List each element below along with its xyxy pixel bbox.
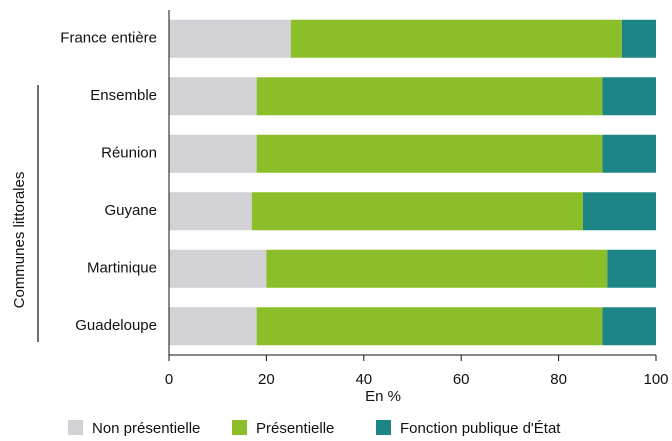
y-tick-label: Ensemble [90,87,157,104]
bar-segment [256,134,603,173]
bar-segment [169,307,257,346]
bar-segment [251,192,583,231]
bar-segment [256,307,603,346]
bar-segment [266,249,608,288]
x-tick-label: 40 [355,371,372,388]
bar-segment [169,77,257,116]
y-tick-label: Martinique [87,260,157,277]
x-tick-label: 80 [550,371,567,388]
legend-label: Fonction publique d'État [400,420,561,437]
bar-segment [169,19,291,58]
bar-segment [602,77,656,116]
legend-swatch [232,420,247,435]
x-tick-label: 60 [453,371,470,388]
legend-swatch [68,420,83,435]
y-tick-label: Guadeloupe [75,317,157,334]
bar-segment [290,19,622,58]
y-tick-label: Réunion [101,145,157,162]
bar-segment [602,307,656,346]
x-tick-label: 20 [258,371,275,388]
x-tick-label: 0 [165,371,173,388]
bar-segment [169,134,257,173]
y-tick-label: France entière [60,30,157,47]
x-tick-label: 100 [643,371,668,388]
bar-segment [169,249,267,288]
bar-segment [621,19,656,58]
group-label: Communes littorales [11,172,28,309]
legend-label: Non présentielle [92,420,200,437]
bar-segment [582,192,656,231]
bar-segment [602,134,656,173]
bar-segment [256,77,603,116]
x-axis-label: En % [365,388,401,405]
legend-swatch [376,420,391,435]
legend-label: Présentielle [256,420,334,437]
y-tick-label: Guyane [104,202,157,219]
bar-segment [169,192,252,231]
bar-segment [607,249,656,288]
